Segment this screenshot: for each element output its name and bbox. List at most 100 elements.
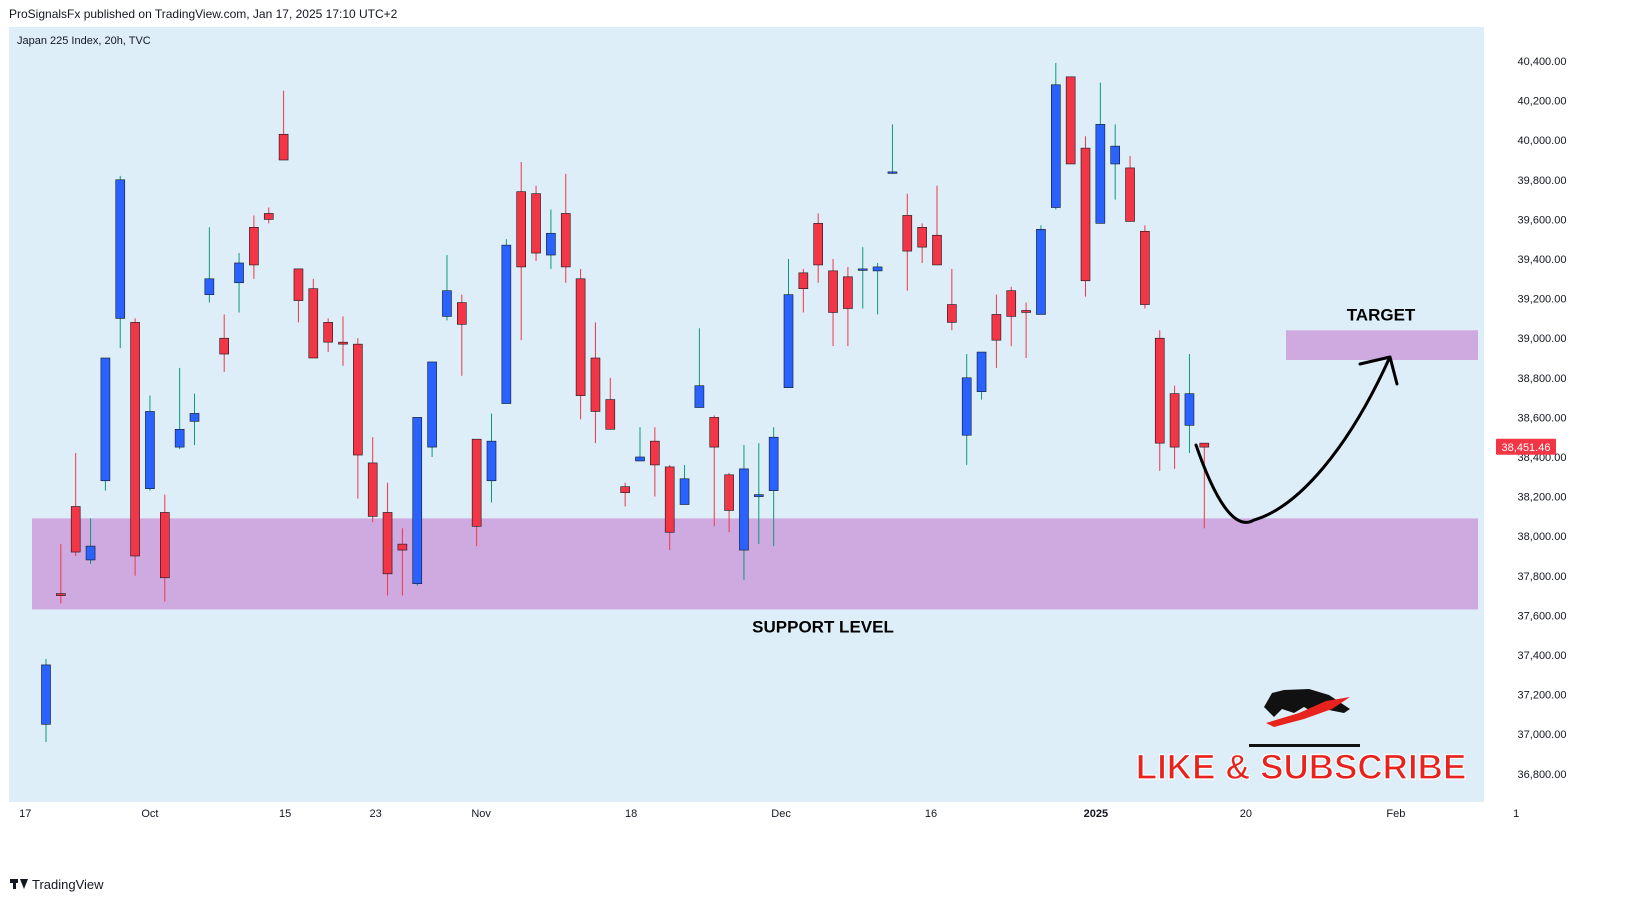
- candle: [56, 544, 66, 604]
- candle: [1051, 62, 1061, 210]
- candle-body: [516, 191, 527, 268]
- candle: [412, 417, 423, 586]
- candle: [278, 90, 289, 161]
- publisher-line: ProSignalsFx published on TradingView.co…: [9, 7, 398, 21]
- candle-body: [575, 278, 586, 396]
- candle: [1110, 124, 1120, 200]
- candle-body: [872, 266, 883, 272]
- candle: [293, 268, 304, 323]
- candle: [367, 437, 378, 523]
- candle-body: [323, 322, 333, 343]
- candle: [353, 338, 363, 499]
- candle-body: [219, 337, 229, 355]
- candle: [590, 322, 601, 444]
- price-tick-label: 39,400.00: [1518, 254, 1567, 266]
- price-tick-label: 40,200.00: [1518, 96, 1567, 108]
- projection-arrow: [1194, 357, 1391, 524]
- candle-body: [753, 494, 764, 497]
- candle: [709, 415, 720, 527]
- footer-brand: TradingView: [32, 876, 104, 892]
- candle: [783, 259, 794, 389]
- candle: [249, 215, 259, 279]
- price-tick-label: 38,800.00: [1518, 373, 1567, 385]
- candle-body: [174, 428, 185, 448]
- candle-body: [694, 385, 705, 408]
- charging-bull-icon: [1249, 689, 1360, 747]
- candle: [650, 427, 660, 497]
- candle: [263, 207, 274, 224]
- candle: [1169, 385, 1180, 469]
- candle: [768, 427, 779, 547]
- candle: [857, 247, 868, 309]
- candle-body: [531, 193, 541, 254]
- price-tick-label: 39,000.00: [1518, 333, 1567, 345]
- candle: [872, 262, 883, 315]
- price-tick-label: 38,200.00: [1518, 492, 1567, 504]
- time-tick-label: Dec: [771, 808, 791, 820]
- candle-body: [1095, 124, 1106, 224]
- candlestick-chart[interactable]: 36,800.00 37,000.00 37,200.00 37,400.00 37,6…: [9, 27, 1630, 827]
- candle: [917, 223, 927, 263]
- candle: [976, 351, 987, 400]
- candle: [397, 528, 408, 596]
- candle-body: [947, 304, 957, 323]
- candle: [115, 175, 126, 349]
- candle: [70, 453, 81, 556]
- candle: [471, 438, 482, 547]
- candle-body: [991, 314, 1002, 341]
- candle-body: [976, 351, 987, 392]
- candle: [160, 494, 170, 602]
- candle: [1080, 136, 1091, 297]
- chart-area[interactable]: 36,800.00 37,000.00 37,200.00 37,400.00 37,6…: [9, 27, 1630, 827]
- bull-red-streak: [1266, 697, 1350, 727]
- price-tick-label: 37,600.00: [1518, 610, 1567, 622]
- candle-body: [798, 272, 809, 290]
- candle: [501, 239, 512, 404]
- candle: [204, 227, 215, 303]
- candle: [724, 472, 734, 533]
- price-tick-label: 40,400.00: [1518, 56, 1567, 68]
- candle-body: [115, 179, 126, 319]
- support-level-label: SUPPORT LEVEL: [752, 617, 894, 636]
- candle-body: [709, 417, 720, 448]
- bull-silhouette: [1264, 689, 1350, 717]
- time-tick-label: 20: [1240, 808, 1252, 820]
- candle: [843, 266, 853, 347]
- candle: [516, 161, 527, 341]
- time-tick-label: 1: [1513, 808, 1519, 820]
- target-label: TARGET: [1347, 305, 1416, 324]
- price-tick-label: 40,000.00: [1518, 135, 1567, 147]
- candle: [308, 278, 319, 359]
- candle-body: [382, 512, 393, 575]
- time-tick-label: 2025: [1084, 808, 1108, 820]
- time-tick-label: Nov: [471, 808, 491, 820]
- candle-body: [1125, 167, 1135, 222]
- candle: [1125, 156, 1135, 222]
- candle-body: [605, 399, 616, 430]
- candle: [234, 253, 244, 313]
- price-tick-label: 39,200.00: [1518, 294, 1567, 306]
- candle: [813, 213, 824, 283]
- candle-body: [917, 227, 927, 248]
- candle-body: [308, 288, 319, 359]
- footer: TradingView: [10, 875, 104, 893]
- candle: [174, 367, 185, 450]
- candle-body: [70, 506, 81, 553]
- candle: [486, 413, 497, 503]
- candle-body: [739, 468, 749, 551]
- candle-body: [1169, 393, 1180, 448]
- time-tick-label: 23: [370, 808, 382, 820]
- candle-body: [249, 227, 259, 266]
- candle-body: [768, 436, 779, 491]
- candle: [41, 658, 51, 743]
- candle-body: [412, 417, 423, 585]
- candle-body: [1006, 290, 1017, 317]
- candle: [1095, 82, 1106, 224]
- time-axis-background: [9, 802, 1484, 827]
- candle: [189, 393, 200, 446]
- last-price-label: 38,451.46: [1502, 442, 1551, 454]
- candle: [887, 124, 898, 174]
- price-tick-label: 37,400.00: [1518, 650, 1567, 662]
- candle-body: [56, 593, 66, 596]
- candle-body: [189, 413, 200, 422]
